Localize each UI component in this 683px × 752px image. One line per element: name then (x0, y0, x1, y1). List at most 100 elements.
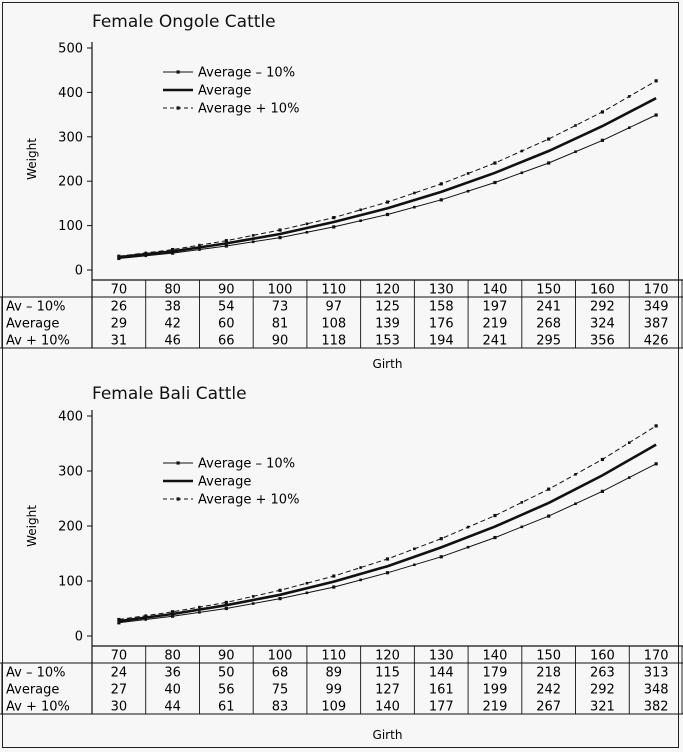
x-tick-label: 80 (164, 649, 181, 664)
data-point (493, 161, 497, 165)
table-cell: 42 (164, 317, 181, 332)
y-tick-label: 200 (58, 520, 83, 535)
table-cell: 127 (375, 683, 400, 698)
data-point (117, 617, 121, 622)
table-cell: 426 (644, 334, 669, 349)
x-tick-label: 110 (321, 649, 346, 664)
data-point (600, 489, 605, 493)
x-tick-label: 150 (536, 649, 561, 664)
data-point (198, 243, 201, 247)
data-point (170, 614, 175, 618)
chart-title: Female Ongole Cattle (92, 12, 276, 32)
data-point (224, 239, 228, 243)
data-point (547, 137, 551, 141)
data-point (413, 191, 416, 195)
data-point (385, 200, 390, 204)
data-point (627, 95, 631, 98)
chart-title: Female Bali Cattle (92, 384, 247, 404)
data-point (654, 79, 658, 83)
x-tick-label: 100 (268, 283, 293, 298)
data-point (144, 251, 148, 255)
table-cell: 295 (536, 334, 561, 349)
table-cell: 218 (536, 666, 561, 681)
data-point (117, 621, 121, 625)
table-cell: 140 (375, 700, 400, 715)
data-point (385, 212, 390, 217)
data-point (574, 502, 577, 506)
table-cell: 83 (272, 700, 289, 715)
data-point (198, 605, 201, 609)
data-point (359, 208, 362, 212)
table-cell: 177 (429, 700, 454, 715)
series-line (118, 425, 657, 620)
table-cell: 31 (111, 334, 128, 349)
x-tick-label: 100 (268, 649, 293, 664)
table-cell: 29 (111, 317, 128, 332)
table-cell: 99 (325, 683, 342, 698)
legend-marker (176, 461, 180, 465)
y-tick-label: 300 (58, 130, 83, 145)
series-line (118, 114, 657, 259)
table-row-label: Av + 10% (6, 700, 70, 715)
data-point (224, 606, 228, 611)
legend-label: Average (198, 84, 251, 99)
y-tick-label: 100 (58, 219, 83, 234)
table-cell: 263 (590, 666, 615, 681)
y-tick-label: 400 (58, 86, 83, 101)
table-cell: 66 (218, 334, 235, 349)
data-point (600, 110, 605, 114)
data-point (385, 557, 390, 561)
table-cell: 44 (164, 700, 181, 715)
x-tick-label: 130 (429, 283, 454, 298)
table-cell: 219 (483, 700, 508, 715)
table-cell: 313 (644, 666, 669, 681)
table-cell: 73 (272, 300, 289, 315)
x-axis-label: Girth (373, 728, 403, 742)
data-point (466, 545, 470, 549)
data-point (520, 501, 524, 504)
data-point (627, 441, 631, 444)
table-cell: 54 (218, 300, 235, 315)
ongole-chart-panel: Female Ongole Cattle 0 100 200 300 400 500 Wei… (0, 12, 683, 371)
data-point (439, 555, 443, 559)
data-point (170, 251, 175, 255)
x-tick-label: 150 (536, 283, 561, 298)
x-tick-label: 70 (111, 649, 128, 664)
data-point (493, 180, 497, 185)
data-point (520, 149, 524, 153)
table-cell: 50 (218, 666, 235, 681)
legend-marker (176, 497, 180, 501)
data-point (627, 126, 631, 129)
series-line (118, 97, 657, 259)
data-point (332, 225, 336, 229)
data-point (144, 254, 148, 258)
table-row-label: Av – 10% (6, 666, 65, 681)
table-cell: 356 (590, 334, 615, 349)
data-point (627, 476, 631, 479)
legend-label: Average + 10% (198, 493, 299, 508)
data-point (547, 514, 551, 518)
table-row-label: Average (6, 683, 59, 698)
legend-marker (176, 106, 180, 110)
table-cell: 241 (483, 334, 508, 349)
data-point (466, 189, 470, 193)
table-cell: 321 (590, 700, 615, 715)
table-cell: 382 (644, 700, 669, 715)
legend-label: Average – 10% (198, 457, 295, 472)
x-tick-label: 90 (218, 649, 235, 664)
table-cell: 194 (429, 334, 454, 349)
data-point (198, 248, 201, 251)
table-cell: 125 (375, 300, 400, 315)
table-cell: 61 (218, 700, 235, 715)
x-tick-label: 80 (164, 283, 181, 298)
data-point (654, 462, 658, 466)
data-point (224, 600, 228, 605)
table-cell: 26 (111, 300, 128, 315)
y-axis-label: Weight (25, 138, 39, 180)
series-line (118, 443, 657, 623)
table-row-label: Av + 10% (6, 334, 70, 349)
data-point (413, 563, 416, 567)
data-point (574, 124, 577, 127)
table-cell: 179 (483, 666, 508, 681)
data-point (385, 571, 390, 575)
